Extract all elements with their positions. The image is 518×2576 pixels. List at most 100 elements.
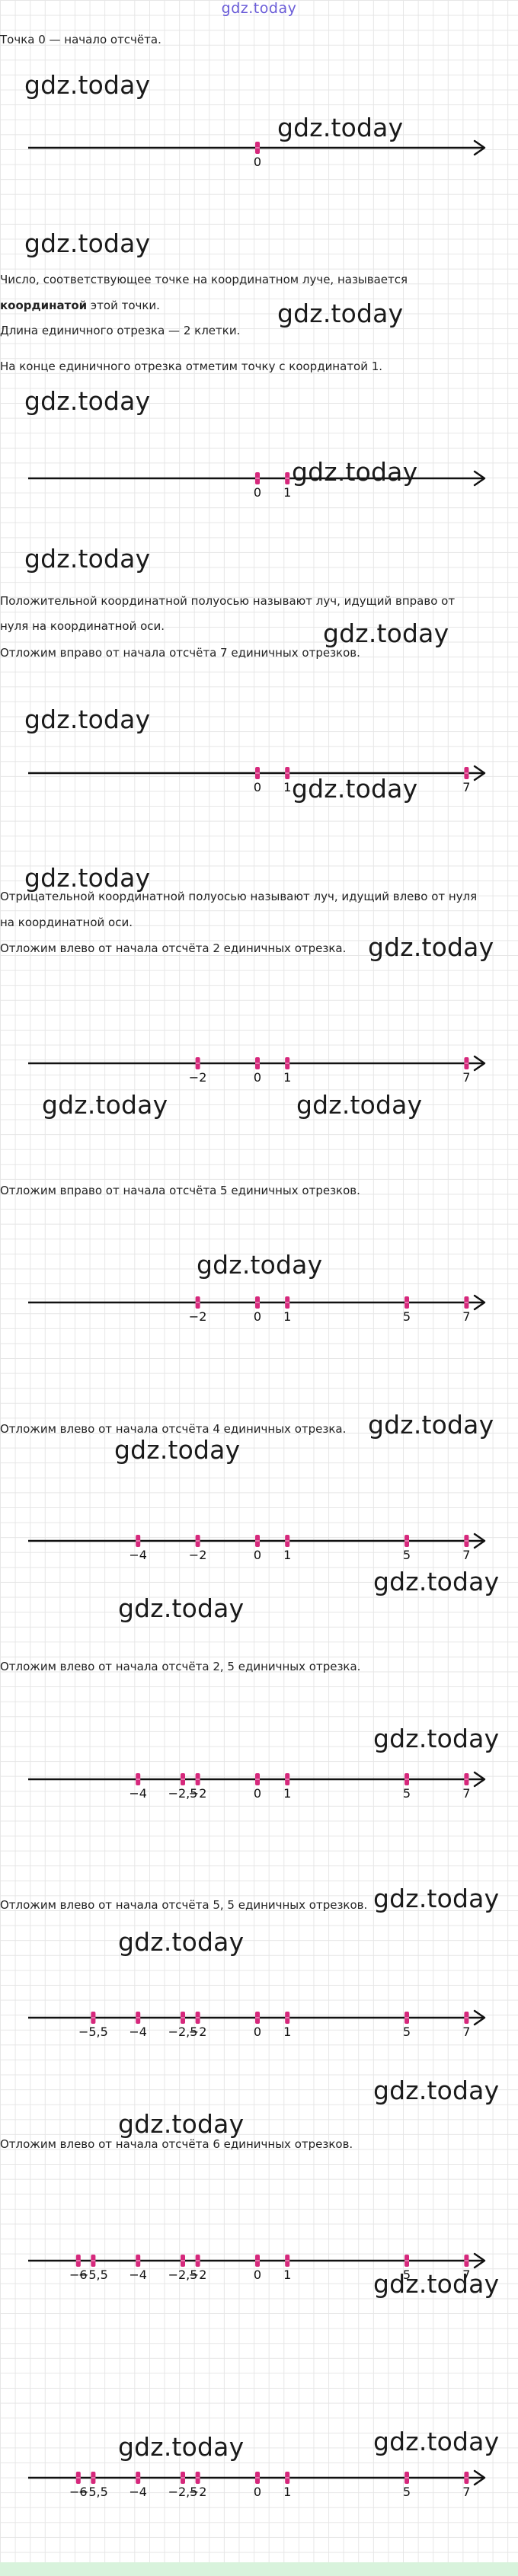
watermark: gdz.today bbox=[118, 2432, 245, 2462]
bold-term: координатой bbox=[0, 299, 88, 312]
text-line: Отложим влево от начала отсчёта 2, 5 еди… bbox=[0, 1660, 361, 1673]
point-label: −2 bbox=[189, 1070, 207, 1085]
point-label: 0 bbox=[254, 2485, 261, 2499]
watermark: gdz.today bbox=[24, 386, 151, 416]
axis-arrow bbox=[473, 1771, 486, 1788]
axis-arrow bbox=[473, 1055, 486, 1072]
site-logo[interactable]: gdz.today bbox=[221, 0, 297, 17]
watermark: gdz.today bbox=[373, 1567, 500, 1596]
watermark: gdz.today bbox=[114, 1435, 241, 1465]
point-label: −2 bbox=[189, 1548, 207, 1562]
point-label: 7 bbox=[462, 1070, 470, 1085]
point-label: −4 bbox=[129, 1786, 147, 1801]
text-line: На конце единичного отрезка отметим точк… bbox=[0, 360, 383, 373]
watermark: gdz.today bbox=[24, 544, 151, 574]
point-label: 7 bbox=[462, 780, 470, 794]
watermark: gdz.today bbox=[373, 2076, 500, 2105]
watermark: gdz.today bbox=[277, 299, 404, 328]
axis-arrow bbox=[473, 139, 486, 156]
watermark: gdz.today bbox=[368, 932, 494, 962]
point-label: 0 bbox=[254, 1786, 261, 1801]
watermark: gdz.today bbox=[373, 1884, 500, 1913]
footer-band bbox=[0, 2562, 518, 2576]
text-line: Отложим влево от начала отсчёта 2 единич… bbox=[0, 941, 347, 955]
watermark: gdz.today bbox=[292, 774, 418, 804]
axis-arrow bbox=[473, 470, 486, 487]
point-label: −4 bbox=[129, 1548, 147, 1562]
watermark: gdz.today bbox=[118, 1927, 245, 1957]
point-label: 0 bbox=[254, 485, 261, 500]
number-line: −2 0 1 5 7 bbox=[28, 1294, 486, 1324]
point-label: 0 bbox=[254, 1548, 261, 1562]
axis-arrow bbox=[473, 2009, 486, 2026]
point-label: −2,5 bbox=[168, 1786, 198, 1801]
text-line: Отложим вправо от начала отсчёта 5 едини… bbox=[0, 1184, 360, 1197]
point-label: 7 bbox=[462, 2485, 470, 2499]
point-label: 0 bbox=[254, 1070, 261, 1085]
text-line: Точка 0 — начало отсчёта. bbox=[0, 33, 161, 46]
text-line: Отложим влево от начала отсчёта 4 единич… bbox=[0, 1422, 347, 1436]
number-line: −6−5,5 −4 −2,5−2 0 1 5 7 bbox=[28, 2252, 486, 2282]
point-label: 1 bbox=[283, 1548, 291, 1562]
text-line: Отложим вправо от начала отсчёта 7 едини… bbox=[0, 646, 360, 660]
text-line: координатой этой точки. bbox=[0, 298, 160, 313]
watermark: gdz.today bbox=[118, 1593, 245, 1623]
point-label: −4 bbox=[129, 2268, 147, 2282]
watermark: gdz.today bbox=[373, 2427, 500, 2456]
axis-arrow bbox=[473, 1532, 486, 1549]
point-label: 0 bbox=[254, 1309, 261, 1324]
point-label: 7 bbox=[462, 1309, 470, 1324]
text-line: Отложим влево от начала отсчёта 6 единич… bbox=[0, 2137, 353, 2151]
point-label: 1 bbox=[283, 780, 291, 794]
watermark: gdz.today bbox=[373, 2269, 500, 2299]
point-label: 0 bbox=[254, 2025, 261, 2039]
point-label: 7 bbox=[462, 2268, 470, 2282]
number-line: −6−5,5 −4 −2,5−2 0 1 5 7 bbox=[28, 2469, 486, 2499]
axis-arrow bbox=[473, 2252, 486, 2269]
text-line: Отложим влево от начала отсчёта 5, 5 еди… bbox=[0, 1898, 368, 1912]
number-line: 0 bbox=[28, 139, 486, 169]
point-label: 1 bbox=[283, 1309, 291, 1324]
point-label: −2 bbox=[189, 1786, 207, 1801]
watermark: gdz.today bbox=[277, 113, 404, 142]
point-label: −2 bbox=[189, 2485, 207, 2499]
point-label: −4 bbox=[129, 2485, 147, 2499]
number-line: −4 −2 0 1 5 7 bbox=[28, 1532, 486, 1562]
watermark: gdz.today bbox=[197, 1250, 323, 1280]
text-line: нуля на координатной оси. bbox=[0, 619, 165, 633]
text-line: Отрицательной координатной полуосью назы… bbox=[0, 890, 478, 903]
axis-arrow bbox=[473, 1294, 486, 1311]
number-line: 0 1 7 bbox=[28, 765, 486, 794]
point-label: −5,5 bbox=[78, 2025, 108, 2039]
point-label: −4 bbox=[129, 2025, 147, 2039]
number-line: −2 0 1 7 bbox=[28, 1055, 486, 1085]
watermark: gdz.today bbox=[24, 705, 151, 734]
point-label: 5 bbox=[403, 2485, 411, 2499]
watermark: gdz.today bbox=[368, 1410, 494, 1440]
point-label: 1 bbox=[283, 1786, 291, 1801]
point-label: 5 bbox=[403, 2268, 411, 2282]
text-line: Положительной координатной полуосью назы… bbox=[0, 594, 456, 608]
point-label: 5 bbox=[403, 2025, 411, 2039]
watermark: gdz.today bbox=[296, 1090, 423, 1120]
point-label: −5,5 bbox=[78, 2485, 108, 2499]
point-label: −2,5 bbox=[168, 2485, 198, 2499]
watermark: gdz.today bbox=[24, 863, 151, 893]
watermark: gdz.today bbox=[323, 618, 449, 648]
point-label: 1 bbox=[283, 485, 291, 500]
watermark: gdz.today bbox=[118, 2109, 245, 2139]
point-label: −2 bbox=[189, 2025, 207, 2039]
point-label: −2 bbox=[189, 2268, 207, 2282]
point-label: 1 bbox=[283, 1070, 291, 1085]
point-label: 1 bbox=[283, 2485, 291, 2499]
point-label: 1 bbox=[283, 2025, 291, 2039]
point-label: 7 bbox=[462, 2025, 470, 2039]
watermark: gdz.today bbox=[24, 229, 151, 258]
text-line: на координатной оси. bbox=[0, 916, 133, 929]
point-label: −2 bbox=[189, 1309, 207, 1324]
point-label: 0 bbox=[254, 155, 261, 169]
point-label: −6 bbox=[69, 2268, 88, 2282]
number-line: −4 −2,5−2 0 1 5 7 bbox=[28, 1771, 486, 1801]
watermark: gdz.today bbox=[42, 1090, 168, 1120]
